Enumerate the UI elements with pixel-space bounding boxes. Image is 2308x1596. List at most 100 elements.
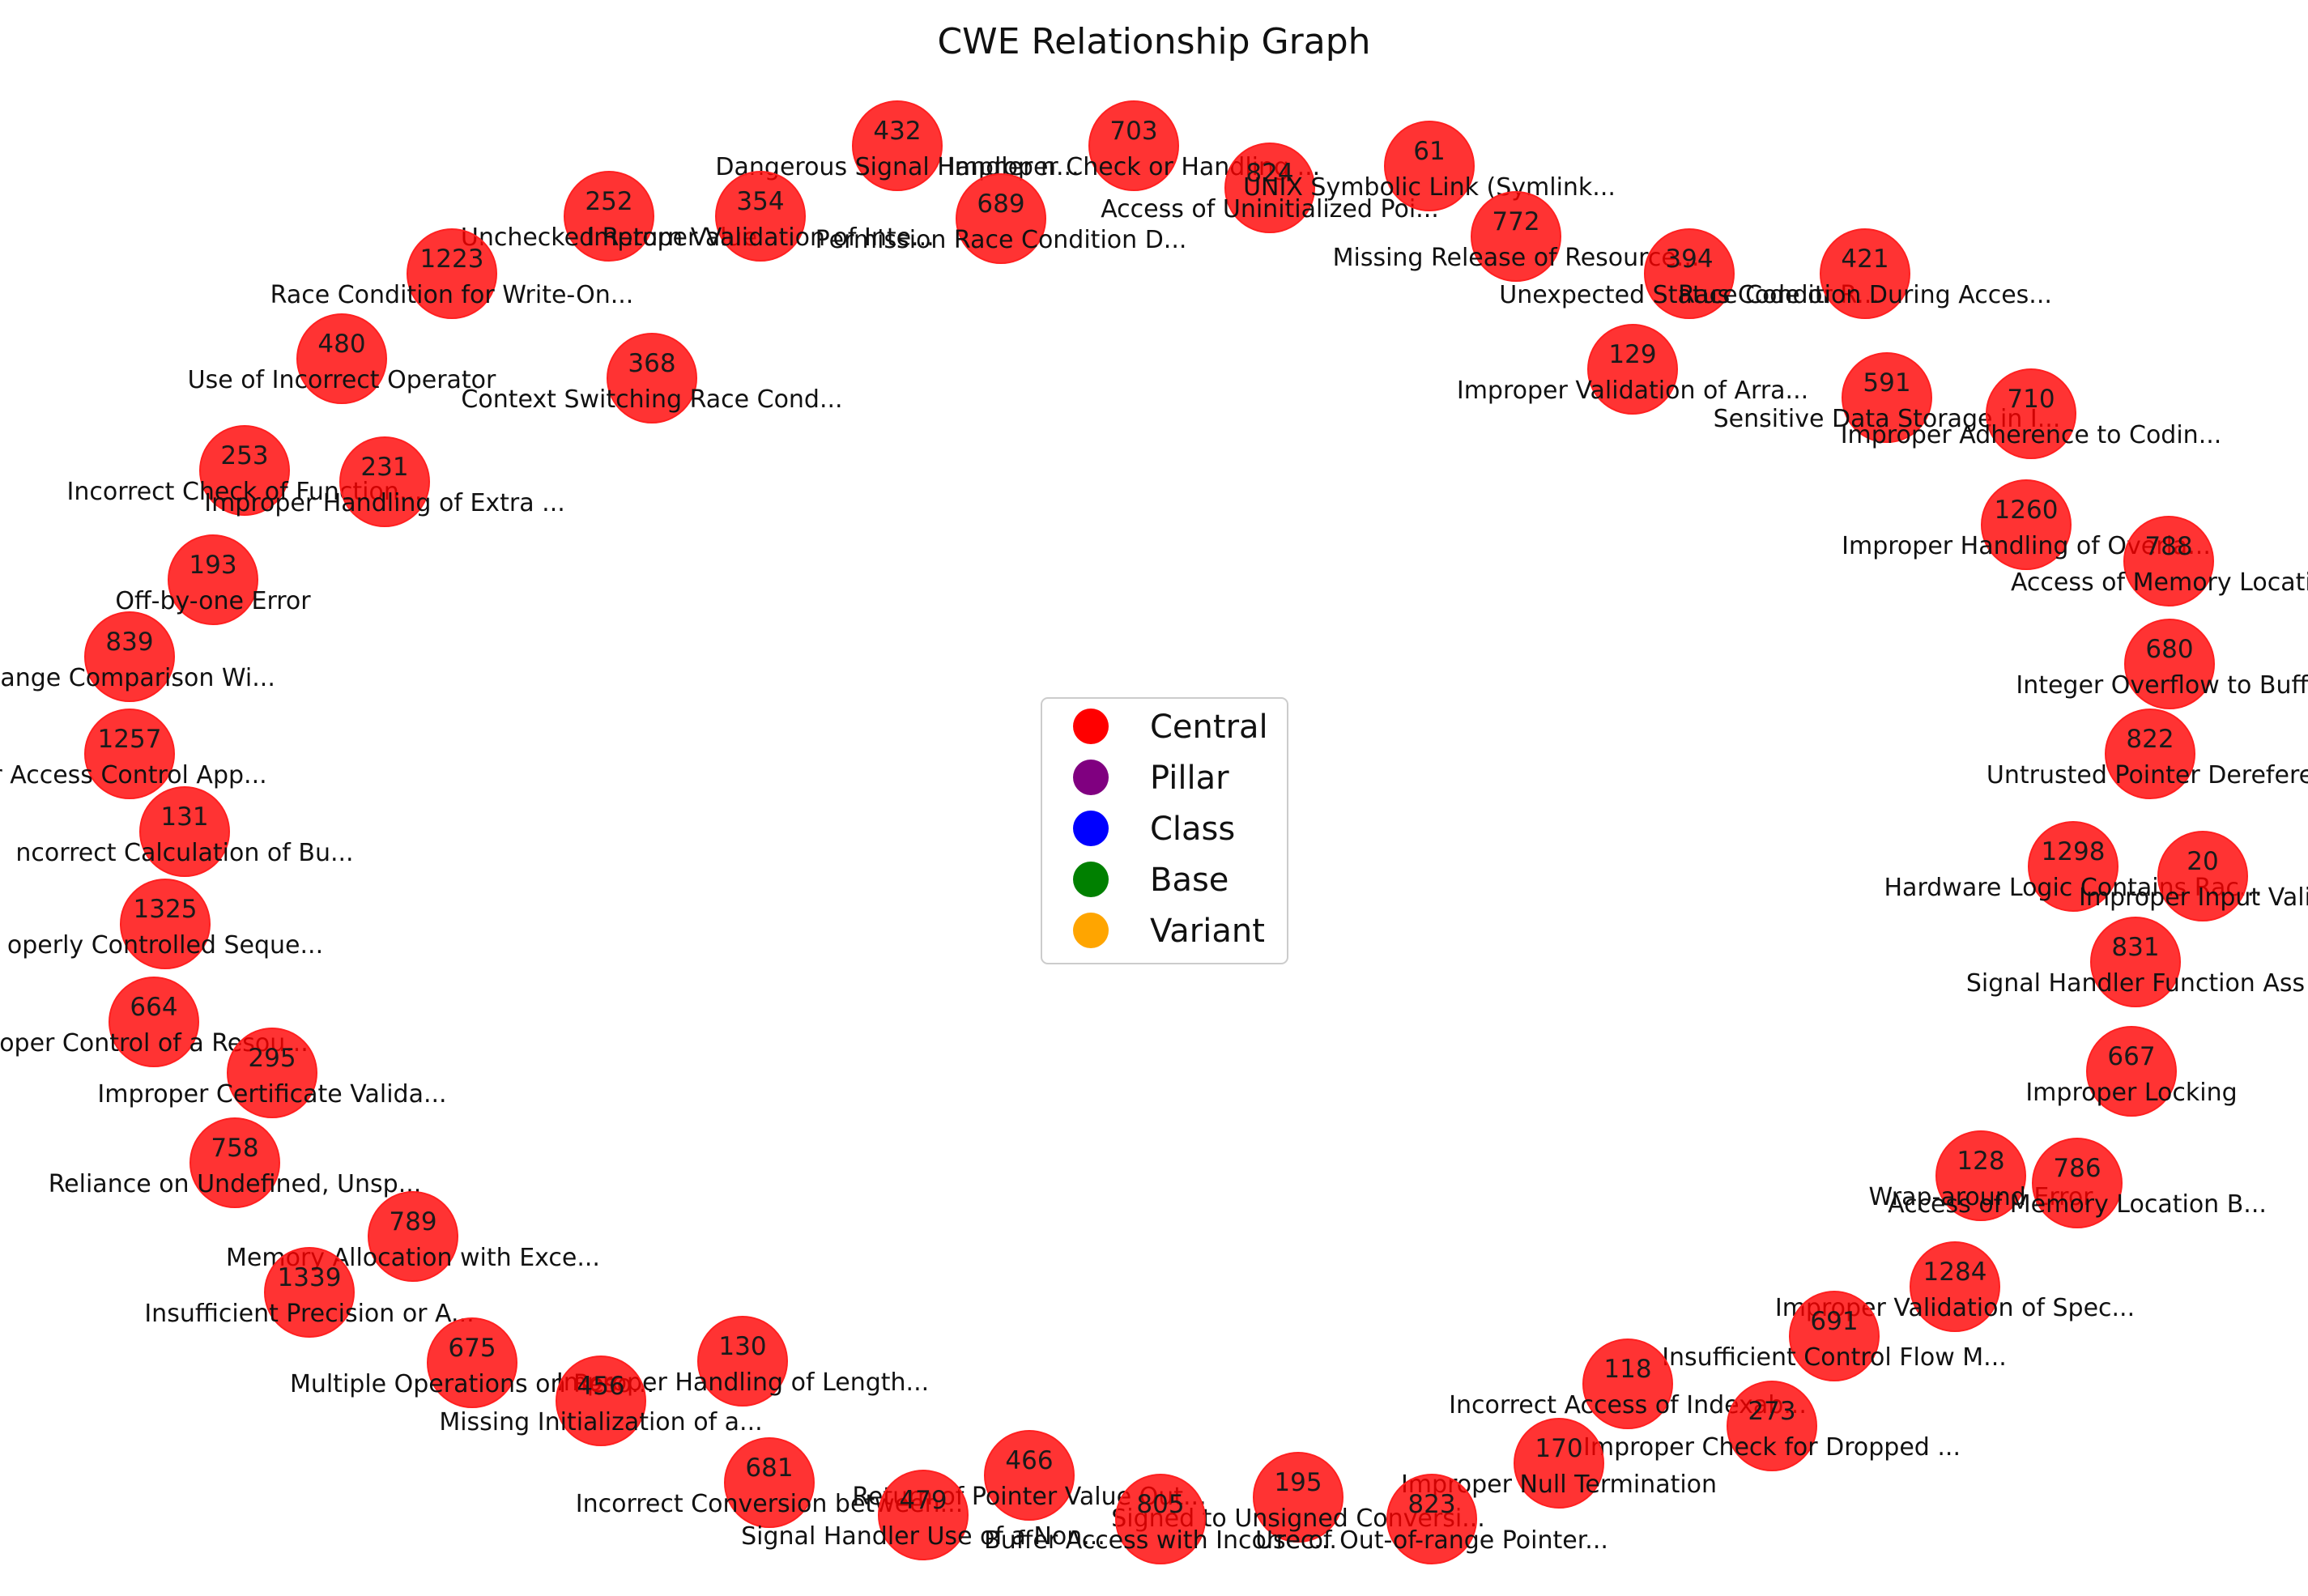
node-circle[interactable] <box>607 333 697 423</box>
node-circle[interactable] <box>199 425 290 516</box>
node-circle[interactable] <box>1820 228 1910 319</box>
graph-node[interactable]: 689 Permission Race Condition D... <box>815 173 1187 264</box>
node-circle[interactable] <box>339 436 430 527</box>
graph-node[interactable]: 680 Integer Overflow to Buffe <box>2016 619 2308 709</box>
node-circle[interactable] <box>2028 821 2119 912</box>
node-circle[interactable] <box>427 1317 517 1408</box>
node-circle[interactable] <box>1789 1291 1880 1381</box>
graph-node[interactable]: 129 Improper Validation of Arra... <box>1457 324 1808 415</box>
node-circle[interactable] <box>1587 324 1678 415</box>
node-circle[interactable] <box>852 100 943 191</box>
graph-node[interactable]: 421 Race Condition During Acces... <box>1678 228 2052 319</box>
node-circle[interactable] <box>1981 479 2072 570</box>
graph-node[interactable]: 824 Access of Uninitialized Poi... <box>1101 143 1439 233</box>
node-circle[interactable] <box>1842 352 1932 443</box>
node-circle[interactable] <box>139 786 230 877</box>
node-circle[interactable] <box>1253 1452 1343 1543</box>
node-circle[interactable] <box>1088 100 1179 191</box>
node-circle[interactable] <box>1986 368 2076 459</box>
graph-node[interactable]: 295 Improper Certificate Valida... <box>97 1028 447 1118</box>
node-id-label: 479 <box>899 1486 947 1515</box>
legend-marker <box>1073 760 1109 795</box>
graph-node[interactable]: 193 Off-by-one Error <box>115 534 311 625</box>
node-name-label: Missing Initialization of a... <box>439 1408 762 1436</box>
graph-node[interactable]: 823 Use of Out-of-range Pointer... <box>1255 1474 1608 1564</box>
node-circle[interactable] <box>84 709 175 799</box>
graph-node[interactable]: 394 Unexpected Status Code or R... <box>1499 228 1880 319</box>
graph-node[interactable]: 1339 Insufficient Precision or A... <box>144 1247 475 1338</box>
graph-node[interactable]: 1257 r Access Control App... <box>0 709 267 799</box>
node-circle[interactable] <box>2124 619 2215 709</box>
node-circle[interactable] <box>2032 1138 2123 1228</box>
node-circle[interactable] <box>2105 709 2195 799</box>
graph-node[interactable]: 479 Signal Handler Use of a Non... <box>741 1470 1105 1560</box>
node-circle[interactable] <box>264 1247 355 1338</box>
node-circle[interactable] <box>2086 1026 2177 1117</box>
node-circle[interactable] <box>227 1028 317 1118</box>
node-circle[interactable] <box>120 879 211 969</box>
node-circle[interactable] <box>368 1191 458 1282</box>
node-circle[interactable] <box>564 171 654 262</box>
graph-node[interactable]: 805 Buffer Access with Incorrec... <box>984 1474 1337 1564</box>
node-circle[interactable] <box>697 1316 788 1407</box>
graph-node[interactable]: 273 Improper Check for Dropped ... <box>1583 1381 1961 1471</box>
node-id-label: 788 <box>2144 532 2192 561</box>
graph-node[interactable]: 480 Use of Incorrect Operator <box>188 313 496 404</box>
graph-node[interactable]: 758 Reliance on Undefined, Unsp... <box>49 1117 422 1208</box>
node-circle[interactable] <box>168 534 258 625</box>
graph-node[interactable]: 839 Range Comparison Wi... <box>0 611 275 702</box>
legend-label: Pillar <box>1150 760 1229 797</box>
node-circle[interactable] <box>556 1356 646 1446</box>
graph-node[interactable]: 786 Access of Memory Location B... <box>1888 1138 2267 1228</box>
node-circle[interactable] <box>296 313 387 404</box>
node-name-label: Race Condition During Acces... <box>1678 281 2052 309</box>
node-circle[interactable] <box>1644 228 1735 319</box>
graph-node[interactable]: 231 Improper Handling of Extra ... <box>204 436 565 527</box>
node-circle[interactable] <box>1582 1339 1673 1429</box>
node-circle[interactable] <box>1224 143 1315 233</box>
node-circle[interactable] <box>1727 1381 1817 1471</box>
graph-node[interactable]: 1325 operly Controlled Seque... <box>7 879 323 969</box>
node-circle[interactable] <box>2090 917 2181 1007</box>
node-circle[interactable] <box>724 1437 815 1528</box>
legend-item: Central <box>1073 709 1268 746</box>
node-name-label: Improper Check for Dropped ... <box>1583 1433 1961 1462</box>
node-circle[interactable] <box>878 1470 969 1560</box>
node-circle[interactable] <box>1386 1474 1477 1564</box>
graph-node[interactable]: 131 ncorrect Calculation of Bu... <box>15 786 354 877</box>
node-circle[interactable] <box>1910 1241 2000 1332</box>
graph-node[interactable]: 61 UNIX Symbolic Link (Symlink... <box>1243 121 1616 211</box>
graph-node[interactable]: 368 Context Switching Race Cond... <box>461 333 843 423</box>
node-circle[interactable] <box>1115 1474 1206 1564</box>
graph-node[interactable]: 788 Access of Memory Locatio <box>2011 516 2308 606</box>
graph-node[interactable]: 252 Unchecked Return Value <box>461 171 757 262</box>
graph-node[interactable]: 710 Improper Adherence to Codin... <box>1841 368 2222 459</box>
node-circle[interactable] <box>2157 831 2248 921</box>
node-circle[interactable] <box>407 228 497 319</box>
node-name-label: Race Condition for Write-On... <box>270 281 634 309</box>
graph-node[interactable]: 822 Untrusted Pointer Derefere <box>1986 709 2308 799</box>
node-circle[interactable] <box>1471 191 1561 282</box>
graph-node[interactable]: 691 Insufficient Control Flow M... <box>1662 1291 2007 1381</box>
node-circle[interactable] <box>956 173 1046 264</box>
node-circle[interactable] <box>2123 516 2214 606</box>
node-circle[interactable] <box>189 1117 280 1208</box>
node-name-label: operly Controlled Seque... <box>7 931 323 960</box>
graph-node[interactable]: 1223 Race Condition for Write-On... <box>270 228 634 319</box>
graph-node[interactable]: 20 Improper Input Valid <box>2079 831 2308 921</box>
node-circle[interactable] <box>109 977 199 1067</box>
graph-node[interactable]: 772 Missing Release of Resource... <box>1333 191 1700 282</box>
node-circle[interactable] <box>1935 1130 2026 1221</box>
node-circle[interactable] <box>84 611 175 702</box>
graph-node[interactable]: 831 Signal Handler Function Ass <box>1966 917 2305 1007</box>
node-circle[interactable] <box>1514 1418 1604 1509</box>
node-circle[interactable] <box>1384 121 1475 211</box>
node-circle[interactable] <box>715 171 806 262</box>
node-circle[interactable] <box>984 1430 1075 1521</box>
graph-node[interactable]: 456 Missing Initialization of a... <box>439 1356 763 1446</box>
graph-node[interactable]: 667 Improper Locking <box>2025 1026 2238 1117</box>
graph-node[interactable]: 354 Improper Validation of Inte... <box>586 171 935 262</box>
